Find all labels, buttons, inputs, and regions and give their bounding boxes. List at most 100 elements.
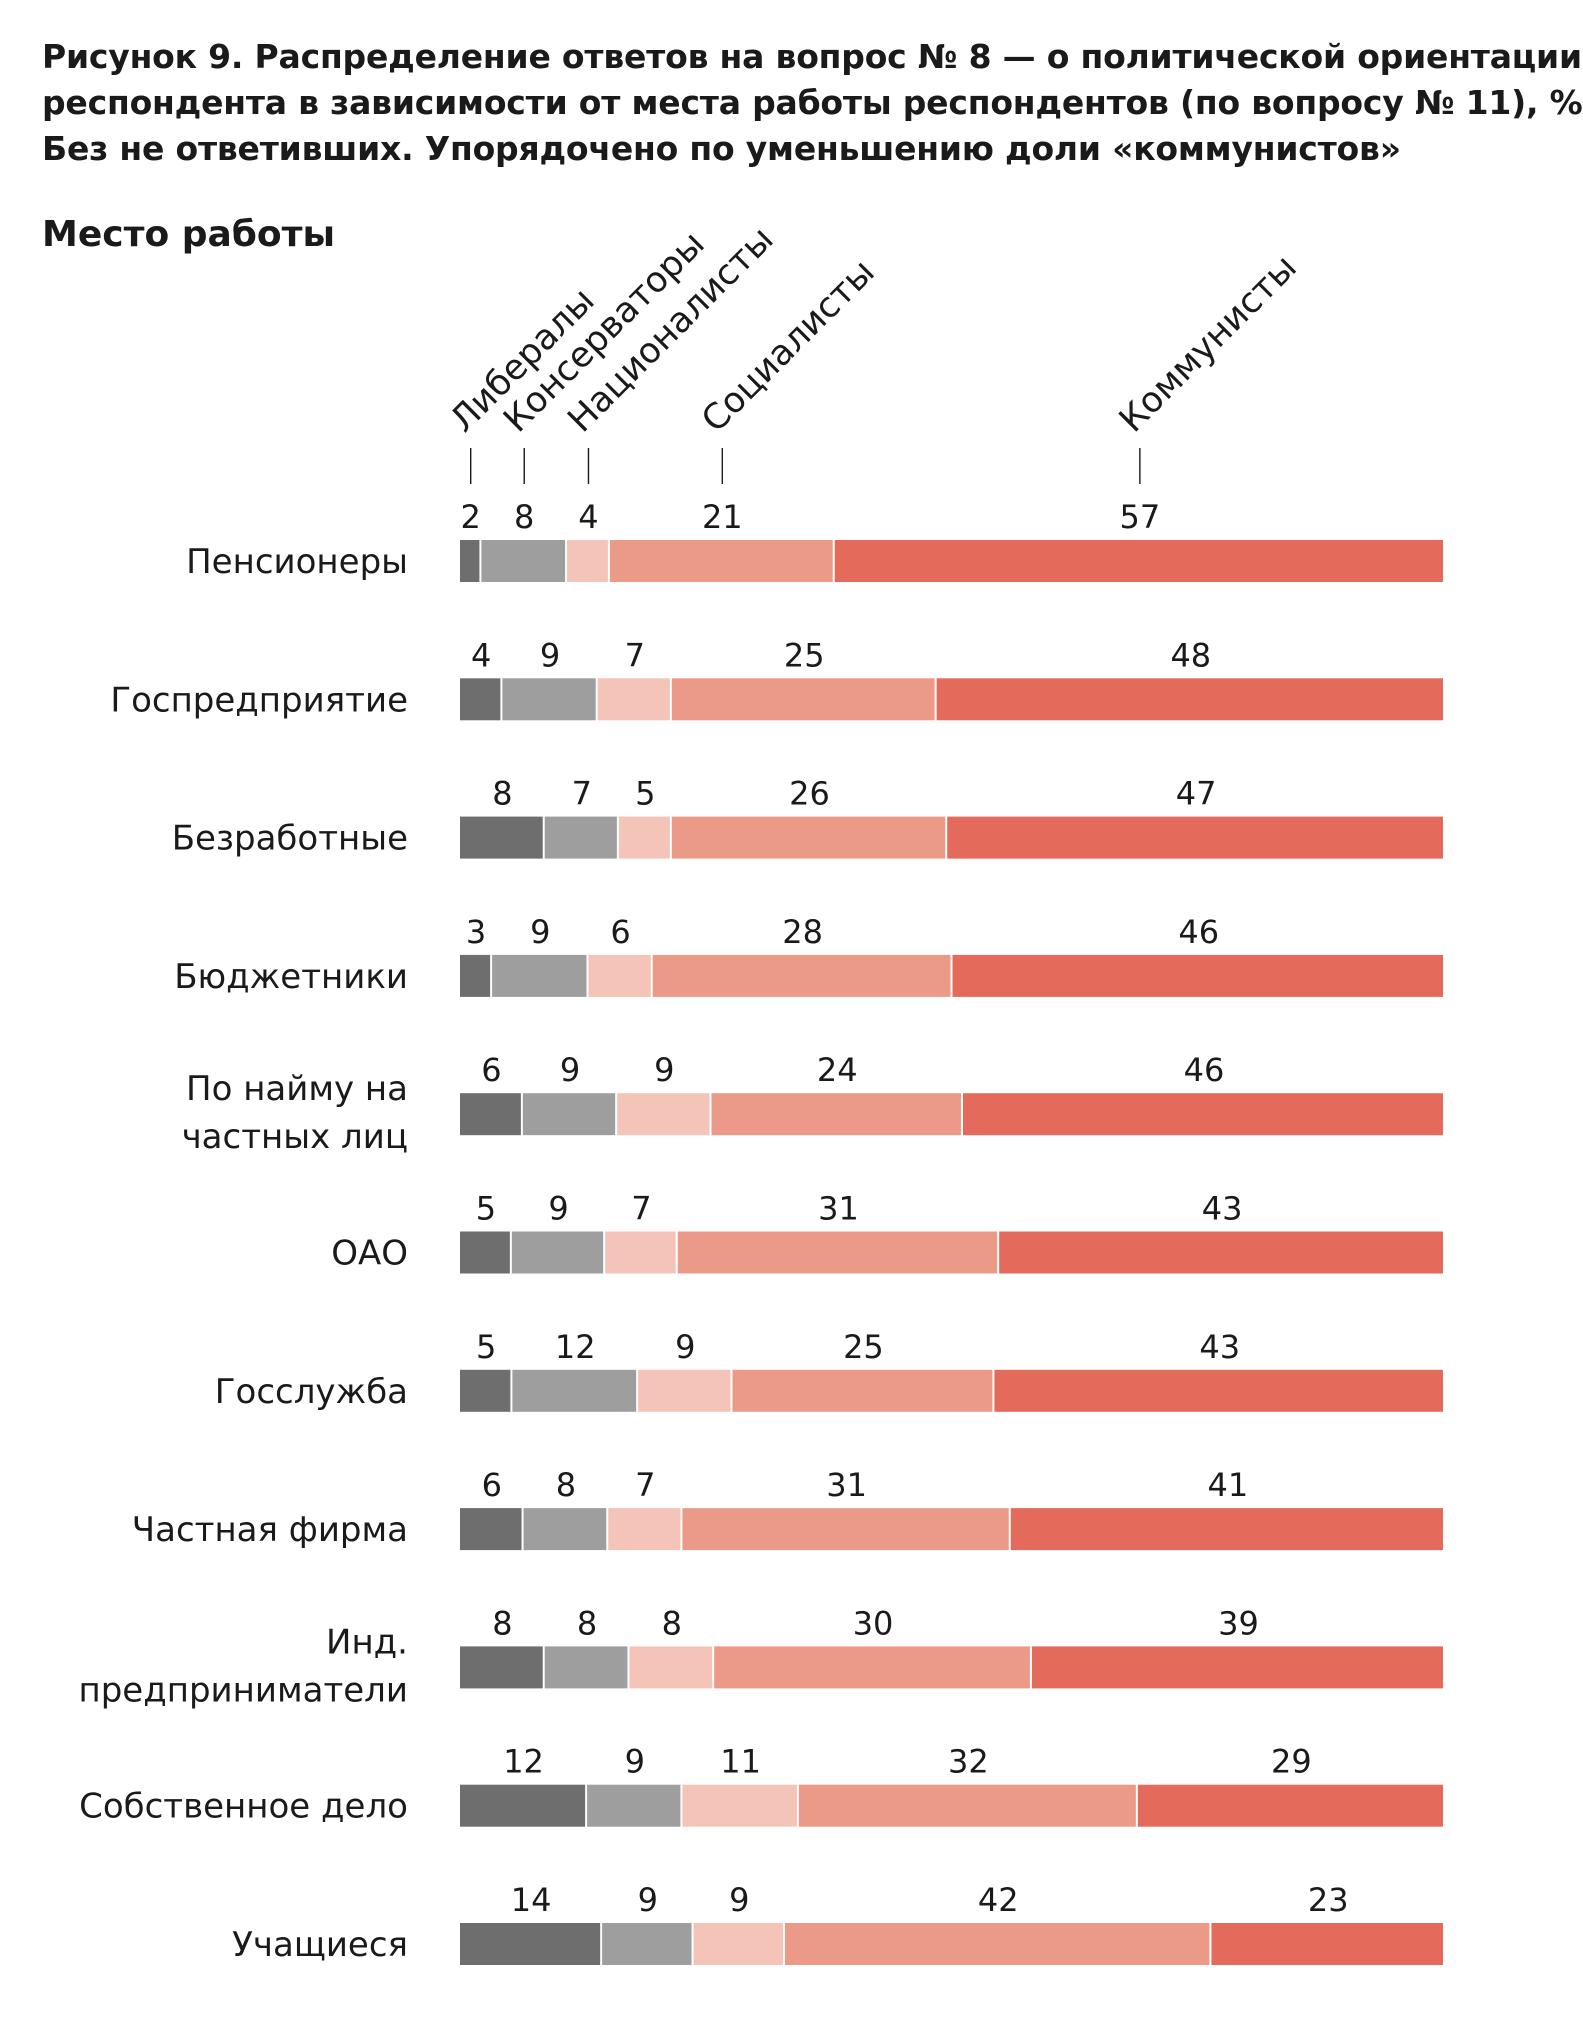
data-label: 9 (654, 1051, 674, 1089)
category-label: ОАО (331, 1234, 408, 1274)
bar-segment (629, 1646, 713, 1689)
data-label: 23 (1308, 1881, 1349, 1919)
data-label: 11 (720, 1743, 761, 1781)
data-label: 32 (948, 1743, 989, 1781)
bar-segment (460, 954, 491, 997)
data-label: 46 (1178, 913, 1219, 951)
data-label: 14 (511, 1881, 552, 1919)
bar-row: 4 9 7 25 48 Госпредприятие (110, 636, 1443, 721)
bar-row: 5 9 7 31 43 ОАО (331, 1190, 1443, 1274)
bar-segment (608, 1508, 681, 1551)
data-label: 29 (1271, 1743, 1312, 1781)
data-label: 6 (482, 1466, 502, 1504)
bar-row: 12 9 11 32 29 Собственное дело (79, 1743, 1443, 1827)
data-label: 46 (1184, 1051, 1225, 1089)
bar-row: 2 8 4 21 57 Пенсионеры (186, 498, 1443, 582)
bar-segment (711, 1093, 961, 1136)
bar-segment (460, 1369, 511, 1412)
bar-row: 3 9 6 28 46 Бюджетники (174, 913, 1443, 997)
title-line-3: Без не ответивших. Упорядочено по уменьш… (42, 129, 1401, 168)
data-label: 31 (826, 1466, 867, 1504)
bar-segment (618, 816, 670, 859)
bar-segment (460, 1784, 586, 1827)
data-label: 41 (1208, 1466, 1249, 1504)
bar-segment (952, 954, 1443, 997)
data-label: 9 (638, 1881, 658, 1919)
data-label: 24 (817, 1051, 858, 1089)
data-label: 8 (662, 1604, 682, 1642)
data-label: 28 (782, 913, 823, 951)
category-label: По найму на (186, 1069, 408, 1109)
data-label: 25 (784, 636, 825, 674)
title-line-1: Рисунок 9. Распределение ответов на вопр… (42, 37, 1582, 76)
bar-segment (798, 1784, 1136, 1827)
bar-segment (602, 1923, 692, 1965)
bar-segment (511, 1231, 604, 1274)
bar-segment (544, 816, 617, 859)
data-label: 43 (1199, 1328, 1240, 1366)
bar-segment (460, 678, 501, 721)
bar-row: 5 12 9 25 43 Госслужба (215, 1328, 1443, 1412)
data-label: 8 (492, 775, 512, 813)
data-label: 4 (578, 498, 598, 536)
bar-segment (682, 1508, 1009, 1551)
data-label: 3 (466, 913, 486, 951)
data-label: 9 (675, 1328, 695, 1366)
bar-segment (588, 954, 651, 997)
bar-row: 6 8 7 31 41 Частная фирма (132, 1466, 1443, 1551)
data-label: 8 (556, 1466, 576, 1504)
data-label: 5 (476, 1190, 496, 1228)
bar-segment (994, 1369, 1443, 1412)
bar-segment (617, 1093, 710, 1136)
category-label: Бюджетники (174, 957, 408, 997)
data-label: 8 (514, 498, 534, 536)
bar-segment (652, 954, 951, 997)
category-label: Учащиеся (232, 1925, 408, 1965)
data-label: 9 (540, 636, 560, 674)
data-label: 31 (818, 1190, 859, 1228)
bar-segment (947, 816, 1443, 859)
bar-segment (609, 540, 833, 582)
data-label: 5 (476, 1328, 496, 1366)
bar-segment (999, 1231, 1443, 1274)
bar-segment (834, 540, 1443, 582)
data-label: 2 (461, 498, 481, 536)
bar-segment (481, 540, 566, 582)
bar-row: 6 9 9 24 46 По найму на частных лиц (182, 1051, 1443, 1157)
data-label: 7 (572, 775, 592, 813)
bar-segment (1010, 1508, 1443, 1551)
bar-segment (693, 1923, 783, 1965)
bar-row: 8 8 8 30 39 Инд. предприниматели (78, 1604, 1443, 1710)
bar-segment (671, 678, 935, 721)
data-label: 8 (577, 1604, 597, 1642)
data-label: 7 (635, 1466, 655, 1504)
data-label: 48 (1170, 636, 1211, 674)
category-axis-title: Место работы (42, 214, 336, 255)
category-label: предприниматели (78, 1670, 408, 1710)
category-label: Пенсионеры (186, 542, 408, 582)
category-label: частных лиц (182, 1117, 408, 1157)
data-label: 9 (560, 1051, 580, 1089)
data-label: 30 (853, 1604, 894, 1642)
data-label: 9 (548, 1190, 568, 1228)
data-label: 57 (1120, 498, 1161, 536)
category-label: Безработные (172, 819, 408, 859)
bar-segment (460, 1646, 543, 1689)
data-label: 6 (481, 1051, 501, 1089)
bar-row: 14 9 9 42 23 Учащиеся (232, 1881, 1443, 1965)
category-label: Госслужба (215, 1372, 408, 1412)
data-label: 7 (625, 636, 645, 674)
bar-segment (544, 1646, 628, 1689)
data-label: 42 (978, 1881, 1019, 1919)
data-label: 47 (1176, 775, 1217, 813)
data-label: 4 (471, 636, 491, 674)
legend-label: Коммунисты (1112, 248, 1305, 441)
bar-segment (512, 1369, 637, 1412)
bar-segment (671, 816, 946, 859)
data-label: 12 (503, 1743, 544, 1781)
category-label: Собственное дело (79, 1787, 408, 1827)
bar-segment (597, 678, 670, 721)
data-label: 43 (1202, 1190, 1243, 1228)
bar-segment (587, 1784, 681, 1827)
bar-segment (682, 1784, 797, 1827)
